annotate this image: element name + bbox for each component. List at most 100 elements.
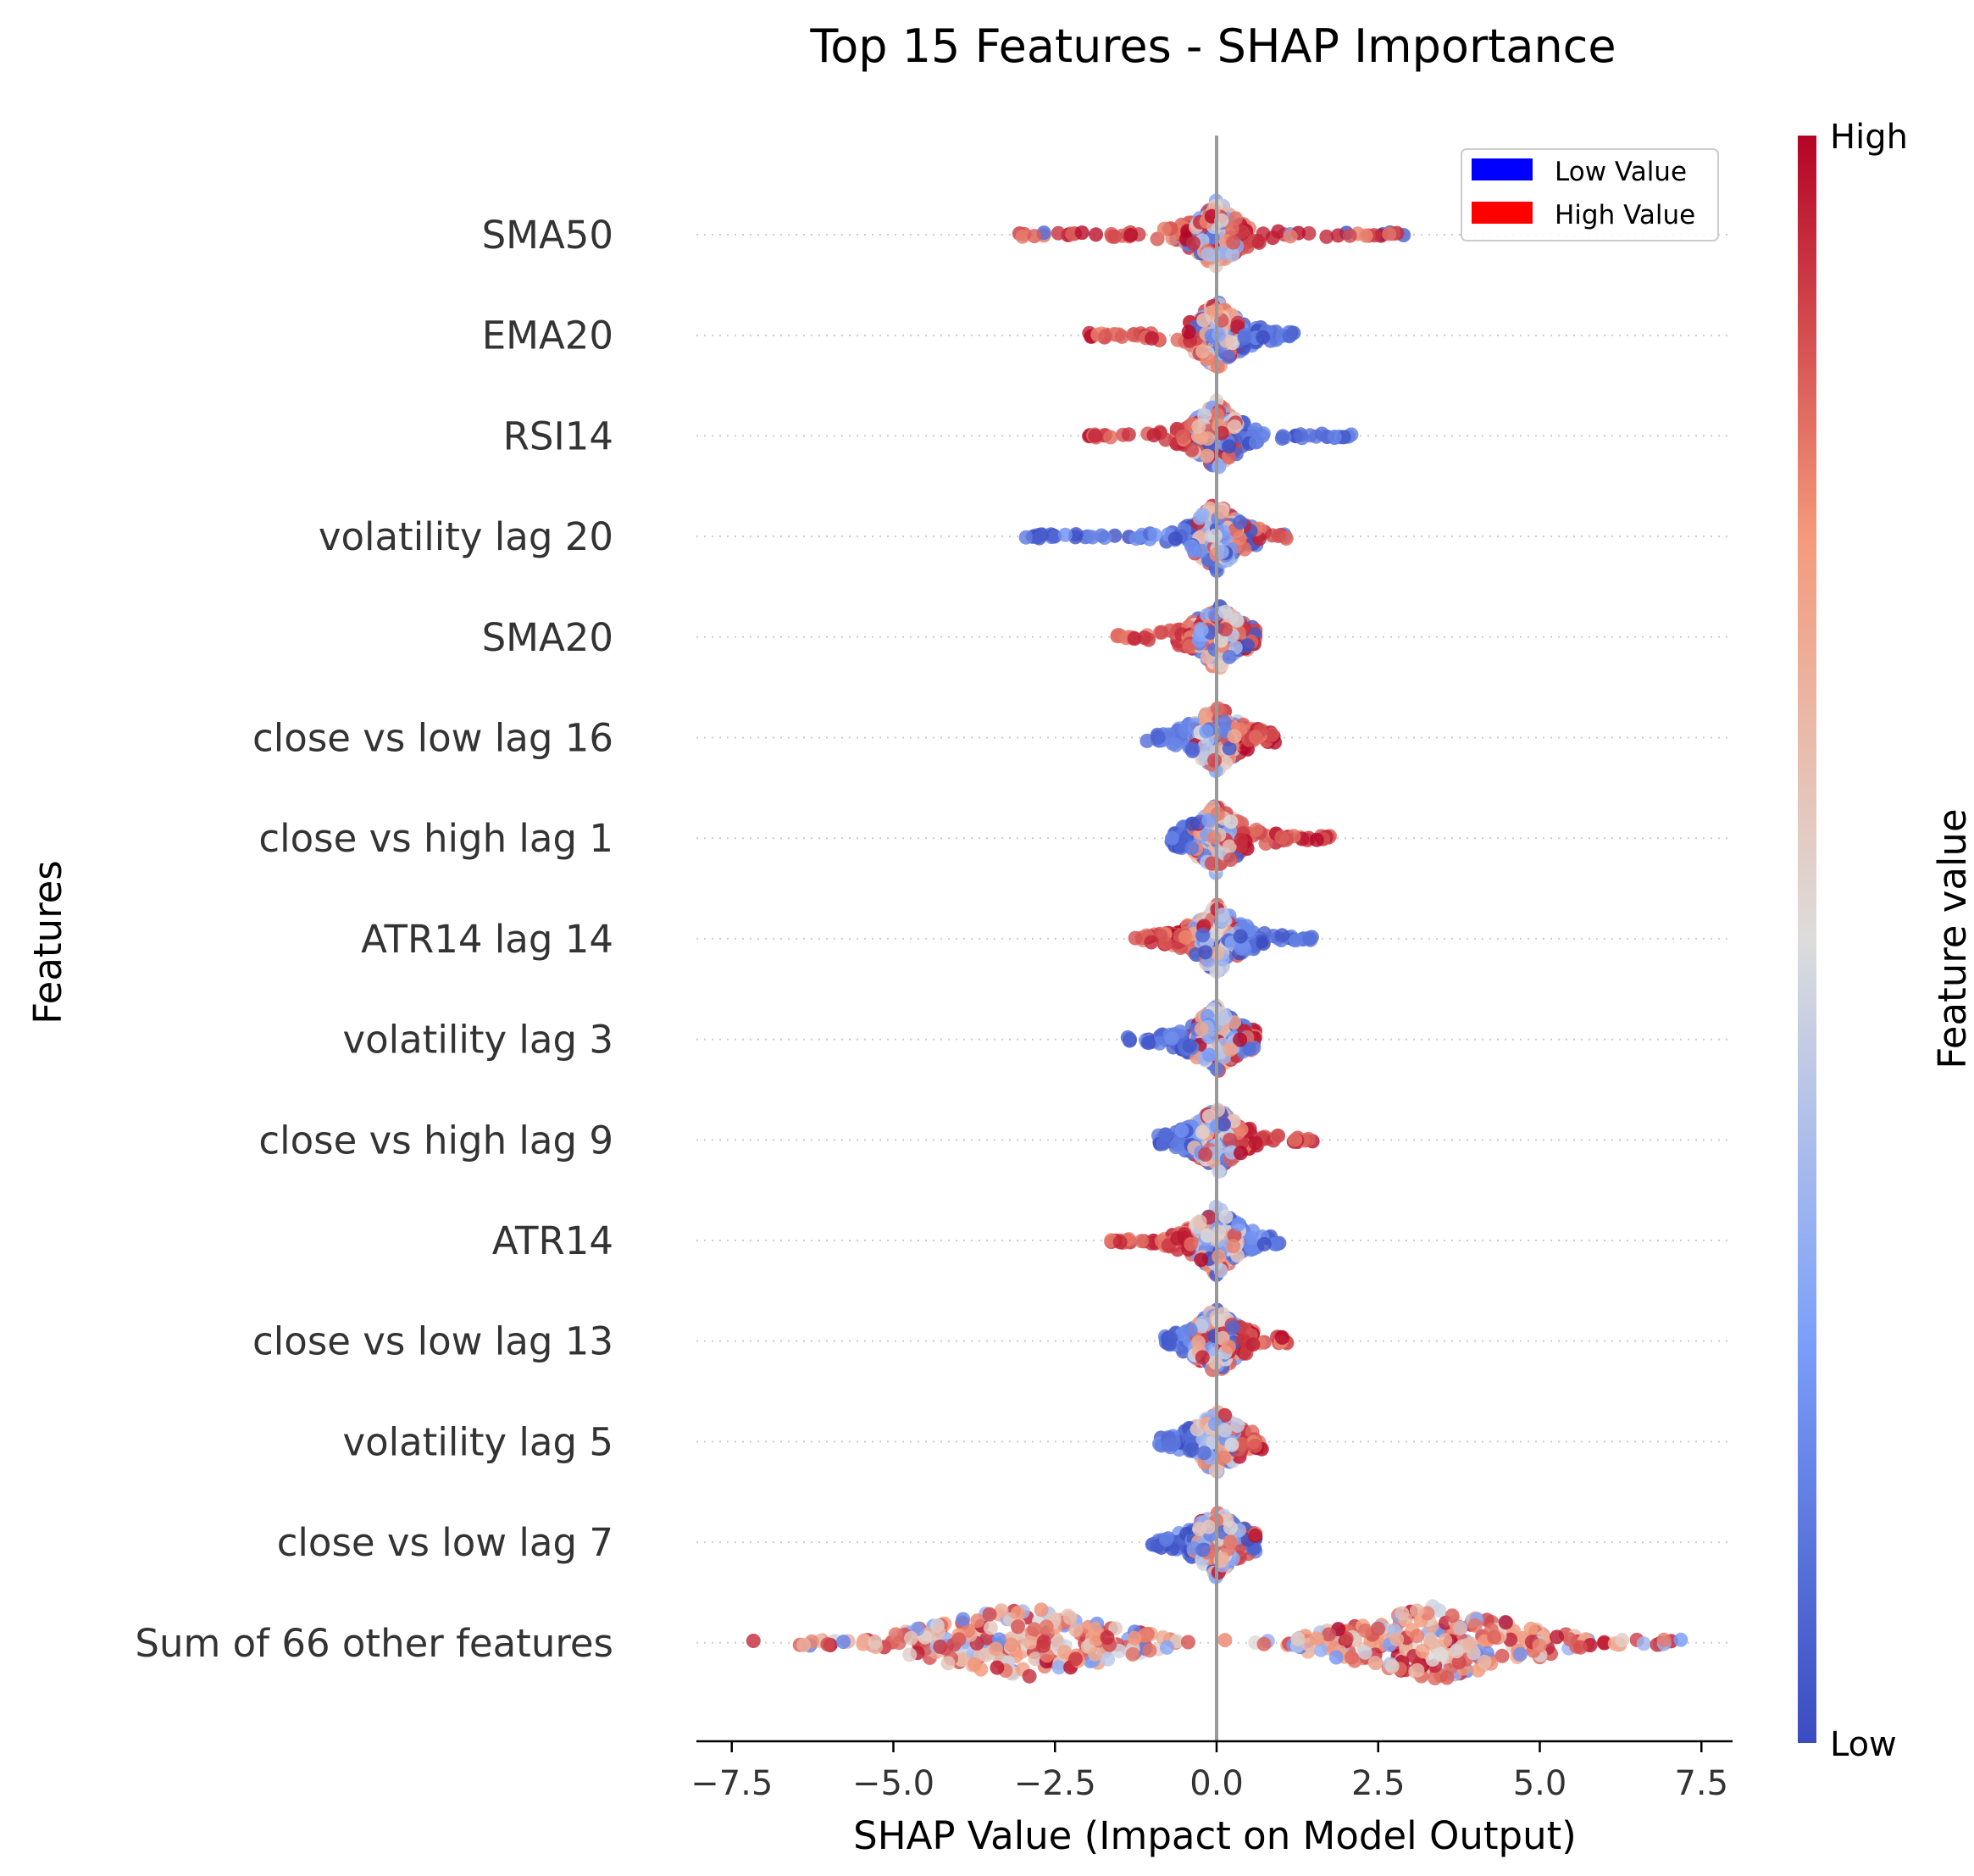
shap-point [1181, 325, 1196, 340]
shap-point [1222, 839, 1237, 854]
shap-point [1168, 737, 1184, 752]
shap-point [1018, 530, 1034, 545]
shap-point [1271, 1128, 1286, 1143]
shap-point [1174, 1123, 1189, 1138]
colorbar-low-label: Low [1830, 1725, 1897, 1764]
shap-point [1216, 1451, 1231, 1465]
shap-point [1068, 1623, 1084, 1638]
shap-point [1415, 1643, 1430, 1658]
shap-point [1182, 1038, 1197, 1053]
shap-point [1251, 235, 1267, 250]
colorbar-gradient [1798, 136, 1816, 1743]
shap-point [1371, 1621, 1386, 1636]
shap-point [1342, 228, 1357, 243]
shap-point [1217, 1407, 1233, 1423]
shap-point [868, 1635, 883, 1650]
shap-point [1615, 1633, 1630, 1648]
shap-point [1314, 426, 1329, 441]
shap-point [1183, 1323, 1198, 1337]
shap-point [1245, 1337, 1261, 1352]
shap-point [1384, 1659, 1400, 1673]
shap-point [1422, 1632, 1438, 1647]
shap-point [1444, 1608, 1460, 1623]
shap-point [902, 1647, 918, 1662]
shap-point [1112, 1235, 1128, 1250]
shap-point [1027, 229, 1042, 244]
shap-point [1233, 1032, 1248, 1047]
shap-point [1233, 929, 1248, 944]
shap-point [1636, 1636, 1651, 1651]
shap-point [1200, 247, 1216, 262]
shap-point [1428, 1671, 1443, 1685]
shap-point [1170, 332, 1185, 347]
shap-point [1367, 1656, 1383, 1670]
shap-point [1214, 545, 1229, 559]
shap-point [1301, 1131, 1316, 1146]
shap-point [1127, 631, 1142, 647]
colorbar: High Low Feature value [1798, 118, 1974, 1764]
shap-point [1302, 428, 1317, 443]
shap-point [1389, 1632, 1405, 1647]
shap-point [1152, 1035, 1167, 1051]
shap-point [1201, 813, 1217, 828]
feature-label: SMA20 [482, 615, 613, 660]
shap-point [1463, 1636, 1478, 1651]
shap-point [1036, 1638, 1051, 1653]
shap-point [1022, 1668, 1037, 1684]
shap-point [1339, 1631, 1354, 1646]
shap-point [1438, 1633, 1453, 1648]
shap-point [1195, 507, 1210, 522]
x-tick-label: 2.5 [1351, 1764, 1406, 1803]
shap-point [967, 1657, 982, 1672]
shap-point [1089, 1631, 1104, 1646]
shap-point [1215, 1011, 1230, 1026]
shap-point [1034, 1602, 1049, 1618]
shap-point [931, 1624, 946, 1640]
shap-point [1215, 1551, 1230, 1567]
shap-point [1330, 228, 1345, 243]
shap-point [1127, 1630, 1142, 1646]
shap-point [1222, 649, 1237, 664]
shap-point [1222, 741, 1237, 756]
x-tick-label: −5.0 [852, 1764, 934, 1803]
shap-point [904, 1630, 918, 1646]
shap-point [1107, 229, 1123, 244]
shap-point [1212, 327, 1227, 342]
shap-point [1550, 1629, 1565, 1645]
shap-point [1100, 1630, 1115, 1646]
shap-point [1248, 1438, 1263, 1453]
feature-labels: SMA50 EMA20 RSI14 volatility lag 20 SMA20 clo… [135, 213, 613, 1666]
shap-point [1181, 1635, 1195, 1650]
shap-point [1249, 822, 1264, 837]
shap-point [1265, 230, 1280, 246]
shap-point [1011, 1619, 1025, 1635]
feature-label: ATR14 lag 14 [361, 917, 613, 962]
shap-point [1195, 1542, 1211, 1557]
shap-point [1142, 1643, 1157, 1658]
shap-point [1163, 1330, 1178, 1346]
feature-label: RSI14 [503, 413, 613, 458]
shap-point [1191, 1335, 1206, 1350]
feature-label: close vs low lag 16 [252, 716, 613, 761]
shap-point [1327, 430, 1342, 444]
shap-point [1200, 448, 1215, 463]
chart-title: Top 15 Features - SHAP Importance [809, 19, 1616, 73]
x-axis-label: SHAP Value (Impact on Model Output) [853, 1813, 1577, 1858]
shap-point [1198, 945, 1213, 960]
shap-point [1184, 539, 1199, 554]
shap-point [1271, 529, 1286, 543]
colorbar-label: Feature value [1930, 808, 1974, 1068]
shap-point [1191, 419, 1206, 434]
shap-point [1057, 527, 1073, 542]
shap-point [1185, 741, 1200, 757]
feature-label: volatility lag 3 [342, 1018, 613, 1063]
shap-point [1121, 427, 1136, 442]
shap-point [1154, 624, 1169, 640]
shap-point [1184, 442, 1200, 458]
shap-point [1120, 1030, 1135, 1045]
shap-point [1237, 541, 1252, 557]
shap-point [1088, 1646, 1103, 1662]
shap-point [1057, 1645, 1073, 1660]
shap-point [1224, 221, 1239, 236]
shap-point [982, 1607, 997, 1622]
